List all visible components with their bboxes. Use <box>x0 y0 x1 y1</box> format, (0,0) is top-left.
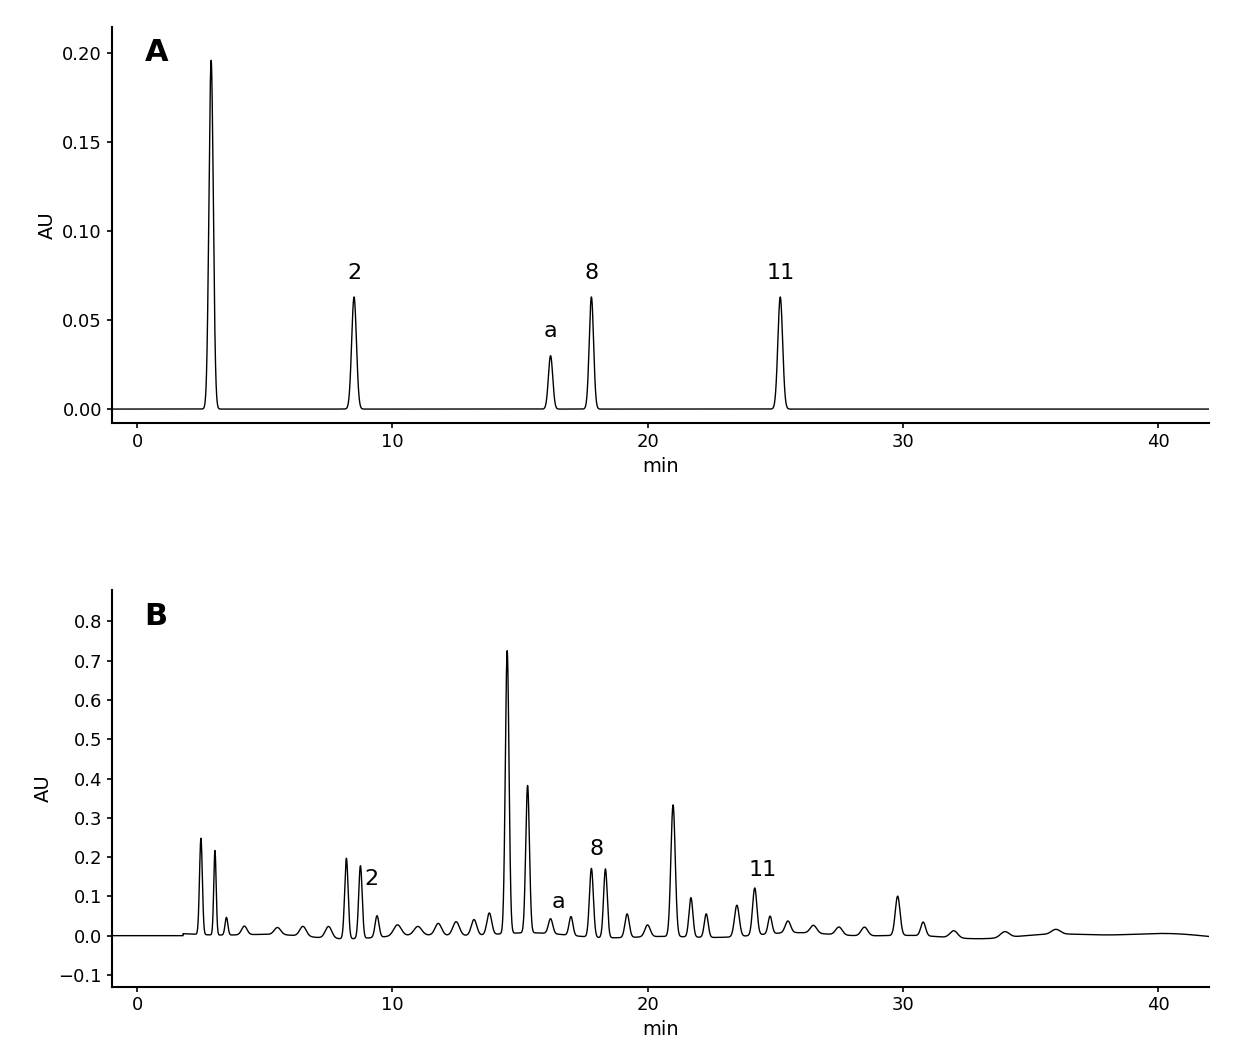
Text: a: a <box>552 892 565 912</box>
Text: 11: 11 <box>766 263 795 282</box>
Text: B: B <box>145 602 167 631</box>
Text: 8: 8 <box>589 838 604 858</box>
Text: 2: 2 <box>365 869 379 889</box>
Text: 8: 8 <box>584 263 599 282</box>
Y-axis label: AU: AU <box>37 211 57 239</box>
X-axis label: min: min <box>642 1020 678 1039</box>
X-axis label: min: min <box>642 456 678 475</box>
Y-axis label: AU: AU <box>33 775 53 802</box>
Text: 2: 2 <box>347 263 361 282</box>
Text: a: a <box>544 321 557 342</box>
Text: 11: 11 <box>748 859 776 880</box>
Text: A: A <box>145 38 169 68</box>
